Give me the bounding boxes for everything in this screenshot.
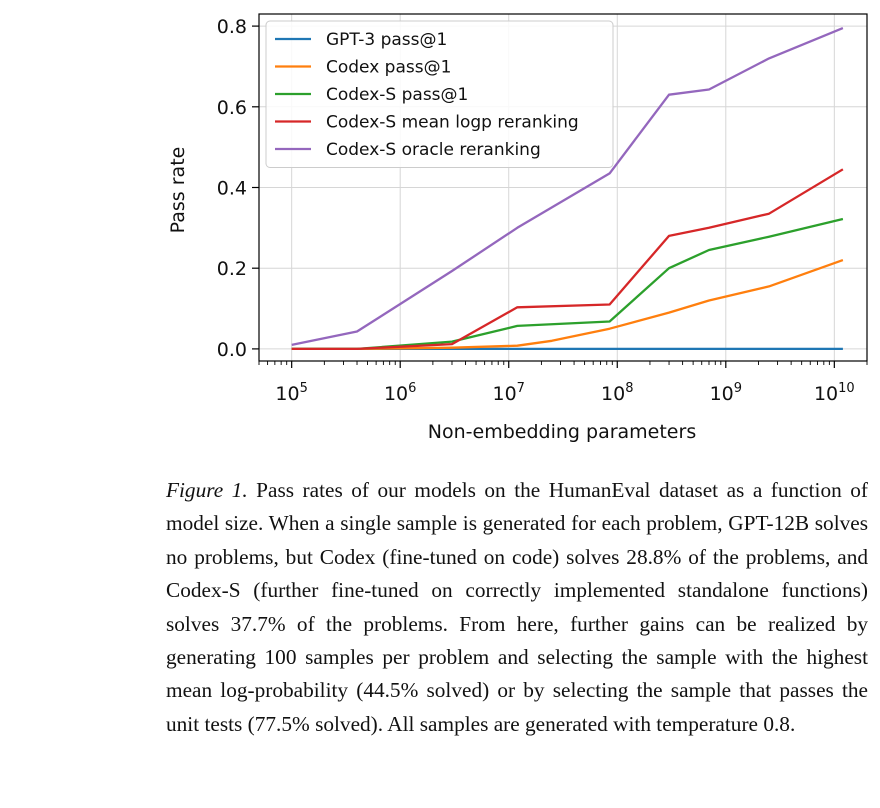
- x-tick-exponent: 7: [517, 381, 525, 396]
- x-tick-label: 108: [601, 381, 633, 405]
- figure-caption: Figure 1. Pass rates of our models on th…: [166, 474, 868, 741]
- legend-label: Codex-S pass@1: [326, 85, 468, 105]
- x-tick-label: 1010: [814, 381, 855, 405]
- y-axis-label: Pass rate: [167, 147, 189, 234]
- y-tick-label: 0.6: [217, 97, 247, 119]
- x-tick-label: 109: [710, 381, 742, 405]
- series-line-4: [291, 27, 844, 347]
- x-tick-exponent: 9: [734, 381, 742, 396]
- x-axis-ticks: 105 106 107 108 109 1010: [258, 361, 868, 405]
- x-tick-exponent: 6: [408, 381, 416, 396]
- x-tick-label: 105: [275, 381, 307, 405]
- legend-label: Codex-S mean logp reranking: [326, 113, 579, 133]
- y-axis-ticks: 0.0 0.2 0.4 0.6 0.8: [217, 16, 259, 361]
- x-tick-base: 10: [384, 383, 408, 405]
- x-tick-exponent: 8: [625, 381, 633, 396]
- legend-box: [265, 20, 614, 168]
- series-line-1: [291, 259, 844, 351]
- x-tick-base: 10: [814, 383, 838, 405]
- pass-rate-chart: 105 106 107 108 109 1010 0.00.20.40.60.8 Non-…: [167, 13, 868, 443]
- legend-label: GPT-3 pass@1: [326, 30, 447, 50]
- x-tick-base: 10: [492, 383, 516, 405]
- series-lines: [291, 27, 844, 351]
- x-axis-label: Non-embedding parameters: [428, 421, 696, 443]
- x-tick-exponent: 10: [838, 381, 855, 396]
- series-line-2: [291, 217, 844, 351]
- y-tick-label: 0.8: [217, 16, 247, 38]
- x-tick-exponent: 5: [300, 381, 308, 396]
- x-tick-base: 10: [601, 383, 625, 405]
- y-tick-label: 0.0: [217, 339, 247, 361]
- y-tick-label: 0.4: [217, 178, 247, 200]
- series-line-3: [291, 168, 844, 351]
- x-tick-label: 106: [384, 381, 416, 405]
- legend-label: Codex pass@1: [326, 58, 451, 78]
- x-tick-base: 10: [275, 383, 299, 405]
- caption-text: Pass rates of our models on the HumanEva…: [166, 478, 868, 736]
- caption-label: Figure 1.: [166, 478, 248, 502]
- legend-label: Codex-S oracle reranking: [326, 140, 541, 160]
- legend: GPT-3 pass@1 Codex pass@1 Codex-S pass@1 Co…: [265, 20, 614, 168]
- x-tick-base: 10: [710, 383, 734, 405]
- x-tick-label: 107: [492, 381, 524, 405]
- y-tick-label: 0.2: [217, 258, 247, 280]
